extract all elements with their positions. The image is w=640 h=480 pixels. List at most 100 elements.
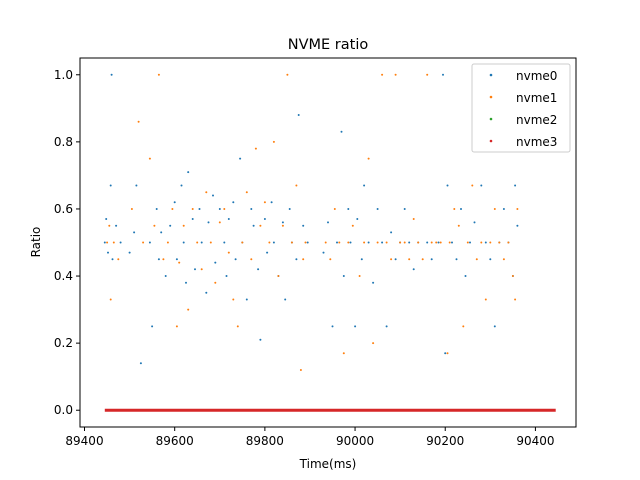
nvme0-point bbox=[214, 261, 217, 264]
nvme0-point bbox=[430, 258, 433, 261]
nvme0-point bbox=[367, 241, 370, 244]
nvme0-point bbox=[426, 241, 429, 244]
nvme0-point bbox=[295, 258, 298, 261]
nvme1-point bbox=[259, 224, 262, 227]
nvme1-point bbox=[268, 241, 271, 244]
nvme0-point bbox=[297, 114, 300, 116]
nvme0-point bbox=[473, 221, 476, 224]
nvme1-point bbox=[245, 191, 248, 194]
nvme0-point bbox=[516, 224, 519, 227]
nvme0-point bbox=[306, 241, 309, 244]
nvme1-point bbox=[338, 241, 341, 244]
nvme0-point bbox=[284, 298, 287, 301]
series-nvme1 bbox=[106, 73, 519, 371]
x-axis: 89400 89600 89800 90000 90200 90400 bbox=[65, 427, 555, 448]
nvme0-point bbox=[169, 224, 172, 227]
nvme1-point bbox=[272, 140, 275, 143]
nvme1-point bbox=[439, 241, 442, 244]
legend-marker-nvme3 bbox=[489, 139, 493, 143]
nvme0-point bbox=[394, 258, 397, 261]
nvme1-point bbox=[471, 184, 474, 187]
legend-marker-nvme0 bbox=[489, 73, 493, 77]
nvme1-point bbox=[347, 241, 350, 244]
nvme1-point bbox=[367, 157, 370, 160]
nvme0-point bbox=[385, 325, 388, 328]
y-tick-label: 0.4 bbox=[54, 269, 73, 283]
nvme1-point bbox=[227, 251, 230, 254]
nvme1-point bbox=[466, 241, 469, 244]
nvme1-point bbox=[511, 275, 514, 277]
nvme0-point bbox=[372, 281, 375, 284]
y-tick-label: 0.0 bbox=[54, 403, 73, 417]
nvme1-point bbox=[162, 258, 165, 261]
legend-label-nvme1: nvme1 bbox=[516, 91, 557, 105]
nvme1-point bbox=[130, 208, 133, 210]
nvme1-point bbox=[333, 208, 336, 210]
nvme0-point bbox=[200, 241, 203, 244]
nvme0-point bbox=[263, 218, 266, 220]
nvme1-point bbox=[137, 120, 140, 123]
nvme1-point bbox=[448, 241, 451, 244]
nvme1-point bbox=[351, 224, 354, 227]
nvme1-point bbox=[205, 191, 208, 194]
nvme0-point bbox=[182, 241, 185, 244]
nvme0-point bbox=[266, 251, 269, 254]
nvme0-point bbox=[232, 201, 235, 204]
nvme0-point bbox=[259, 338, 262, 341]
nvme0-point bbox=[135, 184, 138, 187]
nvme0-point bbox=[403, 208, 406, 210]
nvme1-point bbox=[376, 241, 379, 244]
x-axis-label: Time(ms) bbox=[299, 457, 357, 471]
plot-frame bbox=[79, 57, 577, 428]
nvme1-point bbox=[108, 224, 111, 227]
nvme0-point bbox=[272, 241, 275, 244]
nvme0-point bbox=[180, 184, 183, 187]
nvme1-point bbox=[223, 208, 226, 210]
nvme0-point bbox=[464, 275, 467, 277]
nvme1-point bbox=[112, 241, 115, 244]
nvme1-point bbox=[178, 261, 181, 264]
x-tick-label: 90000 bbox=[336, 434, 374, 448]
nvme0-point bbox=[111, 258, 114, 261]
nvme1-point bbox=[381, 73, 384, 76]
nvme0-point bbox=[302, 224, 305, 227]
nvme1-point bbox=[453, 208, 456, 210]
nvme0-point bbox=[460, 208, 462, 210]
nvme1-point bbox=[385, 241, 388, 244]
nvme0-point bbox=[175, 258, 178, 261]
nvme0-point bbox=[187, 171, 190, 174]
x-tick-label: 90400 bbox=[516, 434, 554, 448]
nvme0-point bbox=[484, 241, 487, 244]
nvme0-point bbox=[252, 224, 255, 227]
nvme0-point bbox=[340, 130, 343, 133]
nvme0-point bbox=[381, 241, 384, 244]
nvme0-point bbox=[191, 218, 194, 220]
nvme1-point bbox=[182, 224, 185, 227]
nvme0-point bbox=[194, 268, 196, 271]
nvme0-point bbox=[270, 201, 273, 204]
nvme0-point bbox=[148, 241, 151, 244]
nvme0-point bbox=[442, 73, 444, 76]
chart-title: NVME ratio bbox=[288, 37, 369, 53]
nvme1-point bbox=[175, 325, 178, 328]
nvme1-point bbox=[295, 184, 298, 187]
nvme0-point bbox=[349, 241, 352, 244]
nvme0-point bbox=[198, 208, 201, 210]
x-tick-label: 89400 bbox=[65, 434, 103, 448]
nvme1-point bbox=[502, 258, 505, 261]
nvme1-point bbox=[435, 241, 438, 244]
nvme1-point bbox=[358, 275, 361, 277]
nvme1-point bbox=[209, 241, 212, 244]
nvme0-point bbox=[331, 325, 334, 328]
nvme0-point bbox=[288, 208, 291, 210]
legend-label-nvme3: nvme3 bbox=[516, 135, 557, 149]
nvme1-point bbox=[372, 342, 375, 345]
y-tick-label: 0.6 bbox=[54, 202, 73, 216]
nvme0-point bbox=[327, 221, 329, 224]
x-tick-label: 89800 bbox=[246, 434, 284, 448]
nvme0-point bbox=[502, 208, 505, 210]
nvme0-point bbox=[157, 258, 160, 261]
nvme0-point bbox=[514, 184, 517, 187]
nvme1-point bbox=[304, 241, 307, 244]
